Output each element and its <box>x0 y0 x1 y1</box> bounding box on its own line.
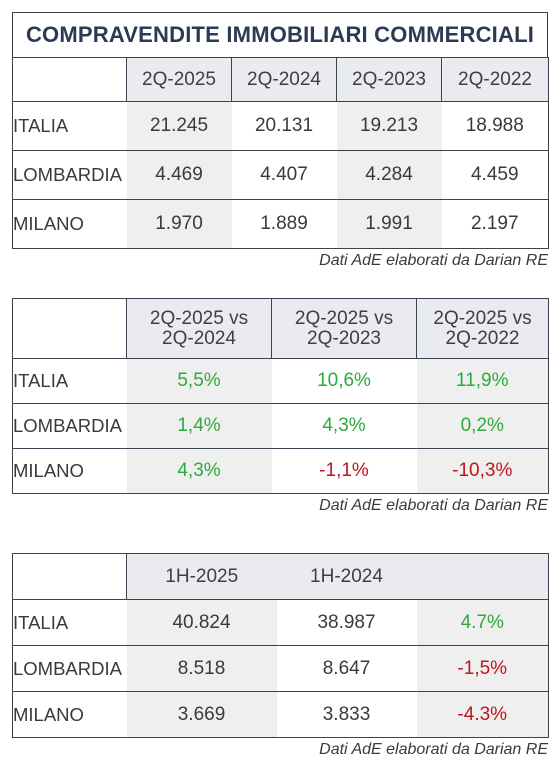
table2-corner-cell <box>12 298 127 359</box>
table3-source-note: Dati AdE elaborati da Darian RE <box>319 741 548 758</box>
table-row: MILANO 4,3% -1,1% -10,3% <box>12 448 549 494</box>
table2-col-header: 2Q-2025 vs 2Q-2022 <box>416 298 549 359</box>
table1-source-note: Dati AdE elaborati da Darian RE <box>319 252 548 269</box>
col-header-line1: 2Q-2025 vs <box>294 307 394 329</box>
col-header-line2: 2Q-2023 <box>307 327 381 349</box>
table3: 1H-2025 1H-2024 ITALIA 40.824 38.987 4.7… <box>12 553 549 738</box>
table-row: MILANO 1.970 1.889 1.991 2.197 <box>12 199 549 249</box>
table-row: ITALIA 21.245 20.131 19.213 18.988 <box>12 101 549 151</box>
table-cell: 3.833 <box>276 691 417 738</box>
table-cell: 1.970 <box>126 199 232 249</box>
table-cell: -10,3% <box>416 448 549 494</box>
table-cell: 4.7% <box>416 599 549 646</box>
table3-col-header <box>416 553 549 600</box>
table-cell: 1.889 <box>231 199 337 249</box>
table-row: LOMBARDIA 8.518 8.647 -1,5% <box>12 645 549 692</box>
table-cell: 11,9% <box>416 358 549 404</box>
table-row: ITALIA 40.824 38.987 4.7% <box>12 599 549 646</box>
row-label: LOMBARDIA <box>12 150 127 200</box>
row-label: LOMBARDIA <box>12 403 127 449</box>
table-cell: 5,5% <box>126 358 272 404</box>
table-row: LOMBARDIA 1,4% 4,3% 0,2% <box>12 403 549 449</box>
table2-header-row: 2Q-2025 vs 2Q-2024 2Q-2025 vs 2Q-2023 2Q… <box>12 298 549 359</box>
row-label: ITALIA <box>12 599 127 646</box>
table-cell: -4.3% <box>416 691 549 738</box>
table-cell: 4.469 <box>126 150 232 200</box>
table-cell: -1,5% <box>416 645 549 692</box>
table1-col-header: 2Q-2024 <box>231 57 337 102</box>
col-header-line1: 2Q-2025 vs <box>433 307 532 329</box>
row-label: LOMBARDIA <box>12 645 127 692</box>
table2: 2Q-2025 vs 2Q-2024 2Q-2025 vs 2Q-2023 2Q… <box>12 298 549 494</box>
table3-col-header: 1H-2024 <box>276 553 417 600</box>
table-cell: -1,1% <box>271 448 417 494</box>
table-cell: 20.131 <box>231 101 337 151</box>
table-cell: 10,6% <box>271 358 417 404</box>
col-header-line1: 2Q-2025 vs <box>149 307 249 329</box>
table-row: LOMBARDIA 4.469 4.407 4.284 4.459 <box>12 150 549 200</box>
table1-col-header: 2Q-2022 <box>441 57 549 102</box>
table2-col-header: 2Q-2025 vs 2Q-2024 <box>126 298 272 359</box>
row-label: ITALIA <box>12 101 127 151</box>
table-cell: 38.987 <box>276 599 417 646</box>
row-label: MILANO <box>12 691 127 738</box>
table-cell: 1,4% <box>126 403 272 449</box>
table3-header-row: 1H-2025 1H-2024 <box>12 553 549 600</box>
table-row: ITALIA 5,5% 10,6% 11,9% <box>12 358 549 404</box>
row-label: ITALIA <box>12 358 127 404</box>
table1-col-header: 2Q-2023 <box>336 57 442 102</box>
table-cell: 4.284 <box>336 150 442 200</box>
table1-corner-cell <box>12 57 127 102</box>
table-cell: 8.518 <box>126 645 277 692</box>
table-row: MILANO 3.669 3.833 -4.3% <box>12 691 549 738</box>
table1-col-header: 2Q-2025 <box>126 57 232 102</box>
table2-col-header: 2Q-2025 vs 2Q-2023 <box>271 298 417 359</box>
table-cell: 2.197 <box>441 199 549 249</box>
table-cell: 18.988 <box>441 101 549 151</box>
table1-title: COMPRAVENDITE IMMOBILIARI COMMERCIALI <box>12 12 548 58</box>
table-cell: 0,2% <box>416 403 549 449</box>
table-cell: 4.459 <box>441 150 549 200</box>
col-header-line2: 2Q-2022 <box>445 327 520 349</box>
table-cell: 4.407 <box>231 150 337 200</box>
table-cell: 4,3% <box>271 403 417 449</box>
table-cell: 21.245 <box>126 101 232 151</box>
table-cell: 4,3% <box>126 448 272 494</box>
table-cell: 8.647 <box>276 645 417 692</box>
table3-corner-cell <box>12 553 127 600</box>
col-header-line2: 2Q-2024 <box>162 327 236 349</box>
table3-col-header: 1H-2025 <box>126 553 277 600</box>
row-label: MILANO <box>12 448 127 494</box>
table1: 2Q-2025 2Q-2024 2Q-2023 2Q-2022 ITALIA 2… <box>12 57 549 249</box>
table-cell: 40.824 <box>126 599 277 646</box>
row-label: MILANO <box>12 199 127 249</box>
table-cell: 3.669 <box>126 691 277 738</box>
table-cell: 19.213 <box>336 101 442 151</box>
table-cell: 1.991 <box>336 199 442 249</box>
table1-header-row: 2Q-2025 2Q-2024 2Q-2023 2Q-2022 <box>12 57 549 102</box>
table2-source-note: Dati AdE elaborati da Darian RE <box>319 497 548 514</box>
